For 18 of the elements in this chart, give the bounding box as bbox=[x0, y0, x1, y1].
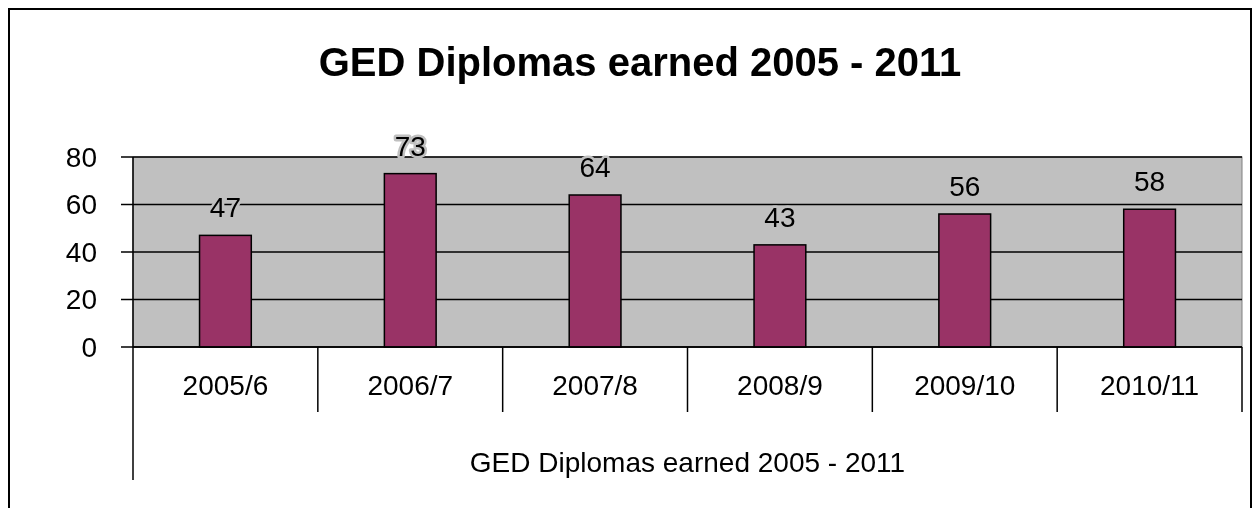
y-tick-label: 60 bbox=[65, 189, 97, 221]
x-tick-label: 2006/7 bbox=[367, 370, 454, 401]
x-tick-label: 2008/9 bbox=[737, 370, 823, 401]
data-label: 43 bbox=[764, 201, 796, 233]
y-tick-label: 40 bbox=[65, 236, 97, 268]
y-tick-label: 20 bbox=[65, 284, 97, 316]
x-tick-label: 2010/11 bbox=[1100, 370, 1200, 401]
data-label: 73 bbox=[394, 130, 426, 162]
x-tick-label: 2009/10 bbox=[914, 370, 1016, 401]
chart-title: GED Diplomas earned 2005 - 2011 bbox=[318, 40, 962, 84]
y-tick-label: 0 bbox=[81, 331, 97, 363]
data-label: 56 bbox=[949, 171, 981, 202]
y-tick-label: 80 bbox=[65, 141, 97, 173]
x-tick-label: 2005/6 bbox=[182, 370, 269, 401]
x-tick-label: 2007/8 bbox=[552, 370, 638, 401]
data-label: 58 bbox=[1134, 166, 1166, 198]
x-axis-title: GED Diplomas earned 2005 - 2011 bbox=[469, 447, 906, 478]
data-label: 64 bbox=[579, 152, 611, 183]
